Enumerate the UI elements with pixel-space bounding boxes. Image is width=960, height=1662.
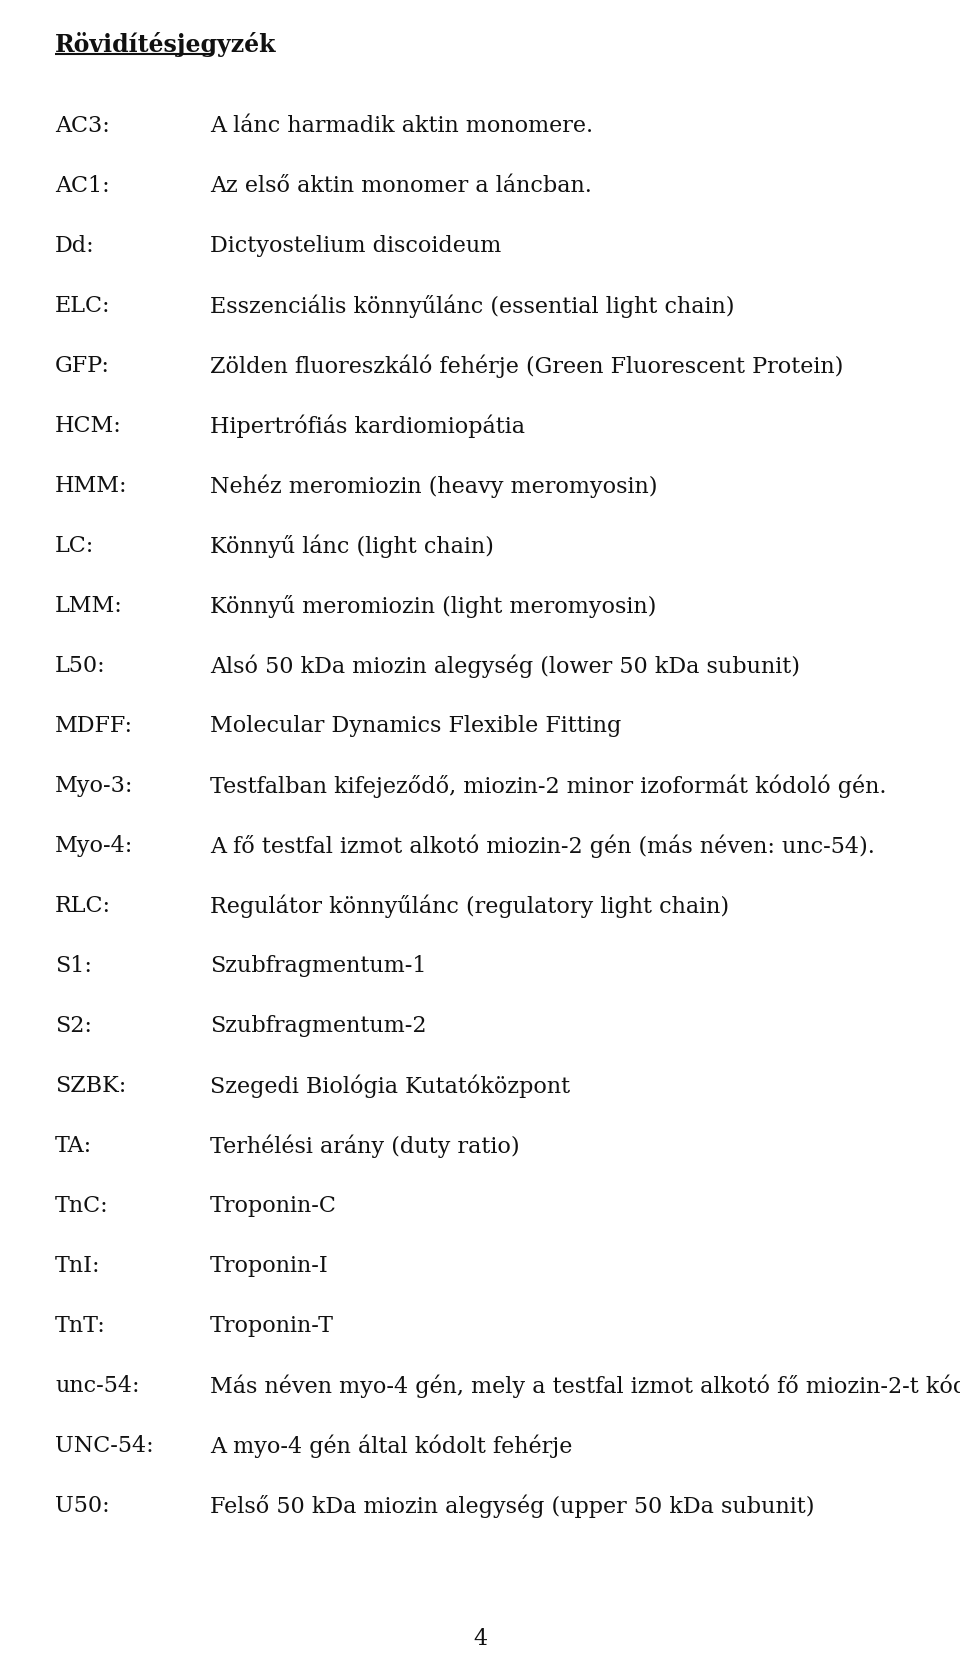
Text: MDFF:: MDFF: — [55, 715, 133, 736]
Text: Könnyű meromiozin (light meromyosin): Könnyű meromiozin (light meromyosin) — [210, 595, 657, 618]
Text: Troponin-C: Troponin-C — [210, 1195, 337, 1217]
Text: S2:: S2: — [55, 1015, 92, 1037]
Text: Testfalban kifejeződő, miozin-2 minor izoformát kódoló gén.: Testfalban kifejeződő, miozin-2 minor iz… — [210, 774, 886, 798]
Text: Regulátor könnyűlánc (regulatory light chain): Regulátor könnyűlánc (regulatory light c… — [210, 896, 730, 919]
Text: Nehéz meromiozin (heavy meromyosin): Nehéz meromiozin (heavy meromyosin) — [210, 475, 658, 499]
Text: Dd:: Dd: — [55, 234, 95, 258]
Text: Molecular Dynamics Flexible Fitting: Molecular Dynamics Flexible Fitting — [210, 715, 621, 736]
Text: RLC:: RLC: — [55, 896, 111, 917]
Text: A lánc harmadik aktin monomere.: A lánc harmadik aktin monomere. — [210, 115, 593, 136]
Text: Terhélési arány (duty ratio): Terhélési arány (duty ratio) — [210, 1135, 519, 1158]
Text: HMM:: HMM: — [55, 475, 128, 497]
Text: ELC:: ELC: — [55, 294, 110, 317]
Text: AC3:: AC3: — [55, 115, 109, 136]
Text: Szubfragmentum-2: Szubfragmentum-2 — [210, 1015, 426, 1037]
Text: Alsó 50 kDa miozin alegység (lower 50 kDa subunit): Alsó 50 kDa miozin alegység (lower 50 kD… — [210, 655, 800, 678]
Text: Myo-3:: Myo-3: — [55, 774, 133, 798]
Text: GFP:: GFP: — [55, 356, 109, 377]
Text: HCM:: HCM: — [55, 416, 122, 437]
Text: Könnyű lánc (light chain): Könnyű lánc (light chain) — [210, 535, 493, 558]
Text: TnI:: TnI: — [55, 1255, 101, 1276]
Text: Dictyostelium discoideum: Dictyostelium discoideum — [210, 234, 501, 258]
Text: AC1:: AC1: — [55, 175, 109, 198]
Text: LC:: LC: — [55, 535, 94, 557]
Text: A fő testfal izmot alkotó miozin-2 gén (más néven: unc-54).: A fő testfal izmot alkotó miozin-2 gén (… — [210, 834, 875, 859]
Text: Hipertrófiás kardiomiopátia: Hipertrófiás kardiomiopátia — [210, 416, 525, 439]
Text: SZBK:: SZBK: — [55, 1075, 127, 1097]
Text: Más néven myo-4 gén, mely a testfal izmot alkotó fő miozin-2-t kódolja.: Más néven myo-4 gén, mely a testfal izmo… — [210, 1374, 960, 1398]
Text: U50:: U50: — [55, 1496, 109, 1517]
Text: Szegedi Biológia Kutatóközpont: Szegedi Biológia Kutatóközpont — [210, 1075, 570, 1099]
Text: LMM:: LMM: — [55, 595, 123, 617]
Text: UNC-54:: UNC-54: — [55, 1434, 154, 1458]
Text: TA:: TA: — [55, 1135, 92, 1157]
Text: Troponin-T: Troponin-T — [210, 1315, 334, 1336]
Text: S1:: S1: — [55, 956, 92, 977]
Text: Felső 50 kDa miozin alegység (upper 50 kDa subunit): Felső 50 kDa miozin alegység (upper 50 k… — [210, 1496, 814, 1519]
Text: Szubfragmentum-1: Szubfragmentum-1 — [210, 956, 426, 977]
Text: 4: 4 — [473, 1629, 487, 1650]
Text: L50:: L50: — [55, 655, 106, 676]
Text: TnT:: TnT: — [55, 1315, 106, 1336]
Text: Esszenciális könnyűlánc (essential light chain): Esszenciális könnyűlánc (essential light… — [210, 294, 734, 319]
Text: Myo-4:: Myo-4: — [55, 834, 133, 858]
Text: Az első aktin monomer a láncban.: Az első aktin monomer a láncban. — [210, 175, 592, 198]
Text: Zölden fluoreszkáló fehérje (Green Fluorescent Protein): Zölden fluoreszkáló fehérje (Green Fluor… — [210, 356, 844, 379]
Text: Troponin-I: Troponin-I — [210, 1255, 328, 1276]
Text: A myo-4 gén által kódolt fehérje: A myo-4 gén által kódolt fehérje — [210, 1434, 572, 1459]
Text: unc-54:: unc-54: — [55, 1374, 139, 1398]
Text: Rövidítésjegyzék: Rövidítésjegyzék — [55, 32, 276, 57]
Text: TnC:: TnC: — [55, 1195, 108, 1217]
